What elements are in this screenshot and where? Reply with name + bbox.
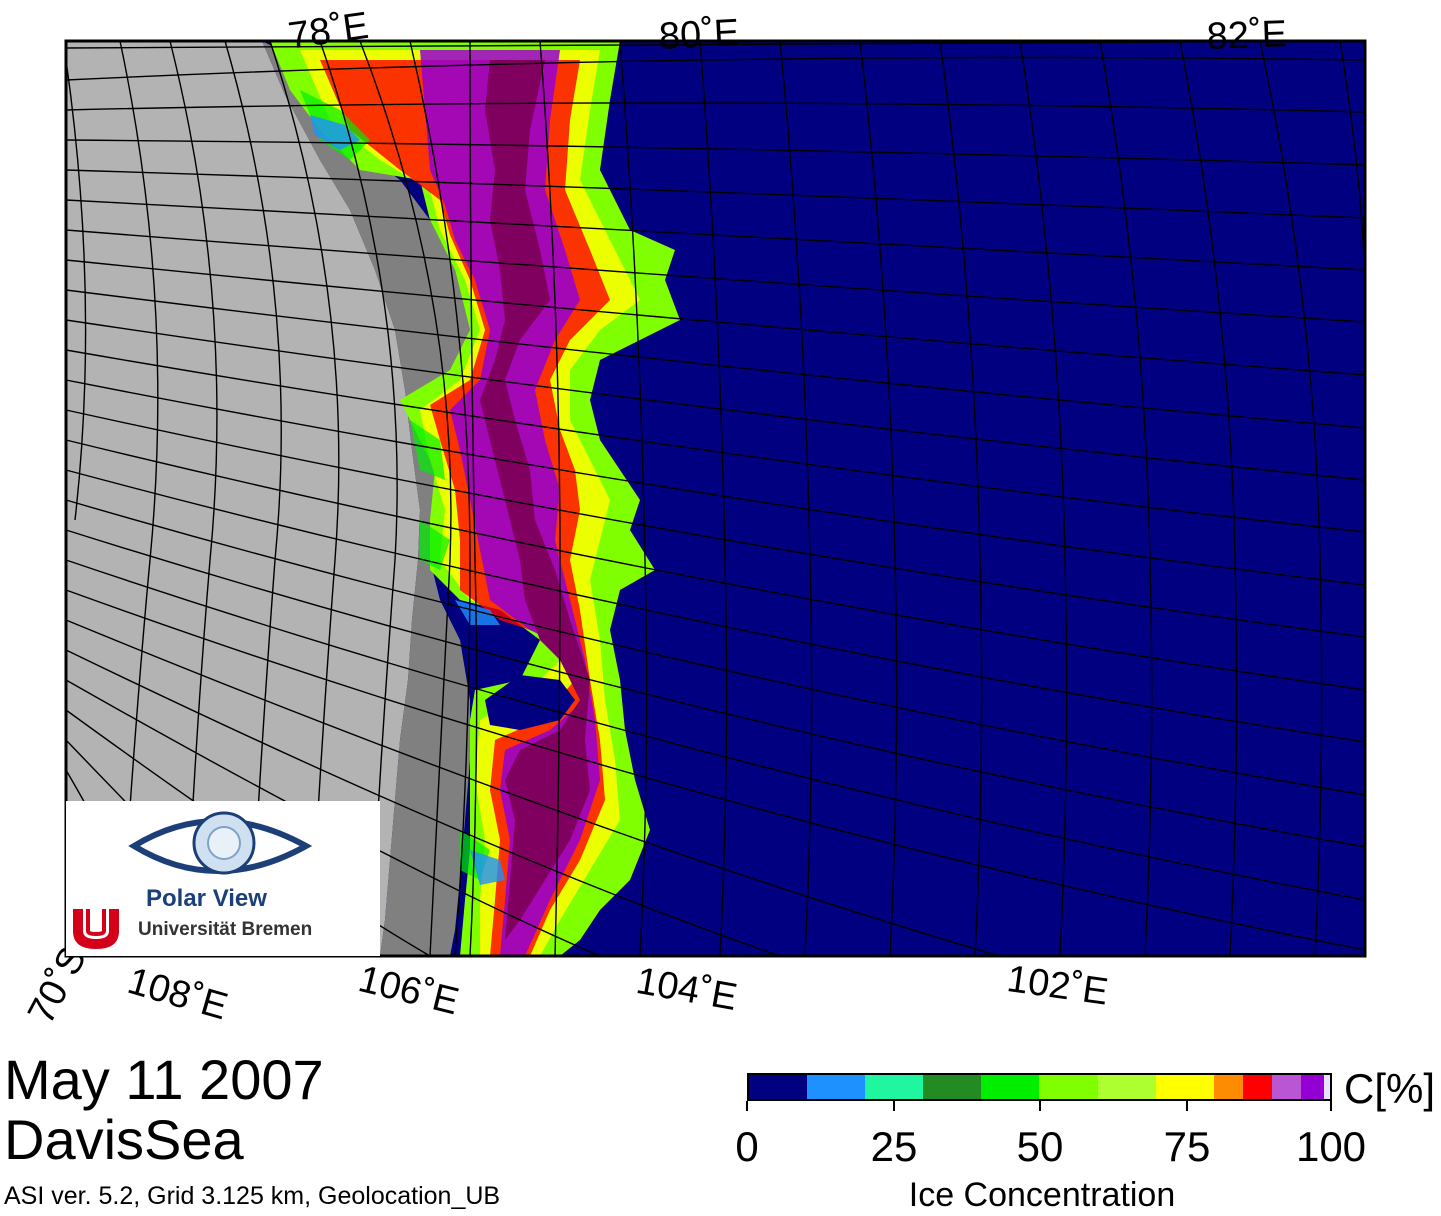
colorbar-tick [1039, 1101, 1041, 1111]
map-info-line: ASI ver. 5.2, Grid 3.125 km, Geolocation… [4, 1182, 501, 1210]
colorbar-swatch [749, 1075, 808, 1099]
colorbar-swatch [1242, 1075, 1272, 1099]
colorbar-swatch [1213, 1075, 1243, 1099]
colorbar-swatch [1039, 1075, 1098, 1099]
polynya [485, 675, 575, 730]
logo-title: Polar View [146, 885, 267, 912]
eye-logo-icon [128, 811, 313, 875]
logo-university: Universität Bremen [138, 919, 313, 940]
polar-view-logo: Polar View Universität Bremen [66, 801, 380, 956]
land-area [66, 41, 420, 956]
colorbar-swatch [981, 1075, 1040, 1099]
colorbar-swatch [1300, 1075, 1325, 1099]
map-region: DavisSea [4, 1108, 244, 1171]
sea-ice-dense [480, 60, 590, 940]
colorbar-swatch [923, 1075, 982, 1099]
colorbar-unit: C[%] [1344, 1065, 1436, 1112]
colorbar-swatch [1097, 1075, 1156, 1099]
colorbar-tick [1330, 1101, 1332, 1111]
colorbar-swatch [807, 1075, 866, 1099]
map-frame [64, 39, 1367, 958]
colorbar-tick-label: 50 [1016, 1123, 1064, 1170]
colorbar-tick [1186, 1101, 1188, 1111]
colorbar-tick-label: 25 [870, 1123, 918, 1170]
colorbar-title: Ice Concentration [908, 1176, 1176, 1214]
lon-label-82: 82˚E [1205, 13, 1288, 58]
colorbar-tick [746, 1101, 748, 1111]
colorbar-tick-label: 100 [1295, 1123, 1367, 1170]
colorbar-swatch [1324, 1075, 1330, 1099]
colorbar-tick-label: 0 [735, 1123, 759, 1170]
colorbar-tick-label: 75 [1163, 1123, 1211, 1170]
colorbar-swatch [1155, 1075, 1214, 1099]
map-date: May 11 2007 [4, 1048, 324, 1111]
colorbar-tick [893, 1101, 895, 1111]
colorbar [747, 1073, 1332, 1101]
lon-label-80: 80˚E [657, 11, 741, 58]
graticule [65, 40, 1366, 957]
university-seal-icon [73, 909, 119, 949]
colorbar-swatch [865, 1075, 924, 1099]
ice-shelf-area [262, 41, 470, 956]
colorbar-swatch [1271, 1075, 1301, 1099]
